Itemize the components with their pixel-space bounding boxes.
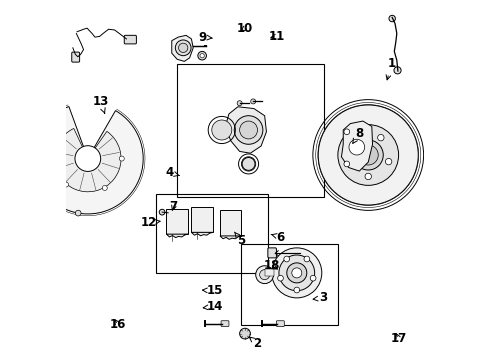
Circle shape bbox=[240, 121, 258, 139]
Text: 4: 4 bbox=[166, 166, 179, 179]
FancyBboxPatch shape bbox=[124, 35, 136, 44]
Text: 8: 8 bbox=[353, 127, 364, 143]
Wedge shape bbox=[32, 107, 143, 214]
Circle shape bbox=[279, 255, 315, 291]
Circle shape bbox=[304, 256, 310, 262]
Circle shape bbox=[292, 268, 302, 278]
Circle shape bbox=[119, 156, 124, 161]
Circle shape bbox=[200, 54, 204, 58]
Text: 18: 18 bbox=[264, 259, 280, 272]
Circle shape bbox=[365, 173, 371, 180]
Circle shape bbox=[53, 144, 58, 149]
Bar bbox=[220, 210, 242, 236]
Bar bbox=[167, 208, 188, 234]
Circle shape bbox=[237, 101, 242, 106]
Bar bbox=[265, 269, 273, 276]
Bar bbox=[156, 194, 268, 273]
Wedge shape bbox=[54, 129, 121, 192]
Circle shape bbox=[75, 210, 81, 216]
Text: 15: 15 bbox=[202, 284, 223, 297]
Polygon shape bbox=[167, 234, 188, 238]
Bar bbox=[242, 244, 338, 325]
Circle shape bbox=[175, 40, 191, 56]
Text: 13: 13 bbox=[92, 95, 108, 113]
Circle shape bbox=[212, 120, 232, 140]
Circle shape bbox=[353, 140, 383, 170]
Text: 6: 6 bbox=[271, 231, 285, 244]
Text: 16: 16 bbox=[110, 318, 126, 331]
Circle shape bbox=[242, 157, 255, 170]
Polygon shape bbox=[225, 107, 267, 153]
Text: 7: 7 bbox=[170, 200, 177, 213]
Circle shape bbox=[240, 328, 250, 339]
Circle shape bbox=[394, 67, 401, 74]
Circle shape bbox=[284, 256, 290, 262]
Circle shape bbox=[310, 275, 316, 281]
Text: 1: 1 bbox=[386, 57, 395, 80]
Text: 17: 17 bbox=[391, 333, 407, 346]
FancyBboxPatch shape bbox=[221, 321, 229, 327]
Bar bbox=[192, 207, 213, 232]
Text: 14: 14 bbox=[203, 300, 223, 313]
Circle shape bbox=[378, 134, 384, 141]
Circle shape bbox=[75, 146, 100, 171]
Circle shape bbox=[256, 266, 273, 284]
Circle shape bbox=[198, 51, 206, 60]
Circle shape bbox=[30, 146, 36, 152]
Bar bbox=[177, 64, 323, 197]
Circle shape bbox=[358, 145, 378, 165]
Circle shape bbox=[272, 248, 322, 298]
Text: 11: 11 bbox=[269, 30, 285, 43]
Circle shape bbox=[234, 116, 263, 144]
FancyBboxPatch shape bbox=[268, 248, 276, 258]
Polygon shape bbox=[172, 35, 193, 62]
Circle shape bbox=[64, 182, 69, 187]
Circle shape bbox=[159, 209, 165, 215]
Circle shape bbox=[278, 275, 283, 281]
Circle shape bbox=[389, 15, 395, 22]
Text: 10: 10 bbox=[237, 22, 253, 35]
Circle shape bbox=[344, 161, 350, 167]
Text: 5: 5 bbox=[235, 232, 245, 247]
Circle shape bbox=[338, 125, 398, 185]
Text: 3: 3 bbox=[313, 291, 328, 305]
Circle shape bbox=[344, 158, 351, 165]
Circle shape bbox=[251, 99, 256, 104]
Circle shape bbox=[260, 270, 270, 280]
Text: 12: 12 bbox=[141, 216, 160, 229]
Circle shape bbox=[287, 263, 307, 283]
Circle shape bbox=[352, 134, 359, 141]
Text: 2: 2 bbox=[249, 337, 262, 350]
Circle shape bbox=[318, 105, 418, 205]
Circle shape bbox=[344, 129, 350, 135]
Polygon shape bbox=[220, 236, 242, 239]
Circle shape bbox=[349, 139, 365, 155]
Circle shape bbox=[386, 158, 392, 165]
Circle shape bbox=[178, 43, 188, 53]
Circle shape bbox=[294, 287, 300, 293]
Polygon shape bbox=[192, 232, 213, 236]
FancyBboxPatch shape bbox=[276, 321, 284, 327]
Circle shape bbox=[102, 185, 107, 190]
Polygon shape bbox=[342, 121, 372, 171]
Text: 9: 9 bbox=[198, 31, 212, 44]
FancyBboxPatch shape bbox=[72, 52, 79, 62]
